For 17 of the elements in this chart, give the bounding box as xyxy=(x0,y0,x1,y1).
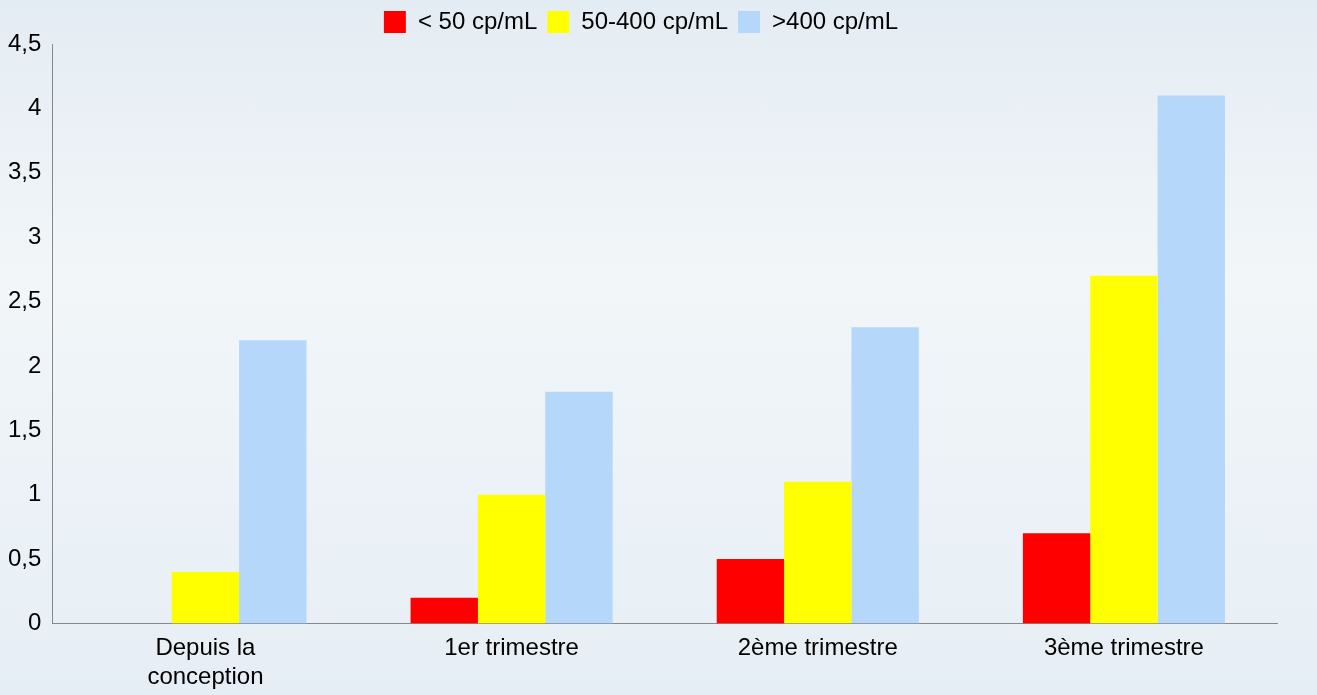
y-tick-label: 2,5 xyxy=(7,286,42,314)
legend-label: >400 cp/mL xyxy=(772,6,899,34)
y-tick-label: 0,5 xyxy=(7,543,42,571)
x-tick-label: 3ème trimestre xyxy=(1043,633,1204,661)
legend-label: 50-400 cp/mL xyxy=(581,6,729,34)
legend-label: < 50 cp/mL xyxy=(417,6,538,34)
x-tick-label: 2ème trimestre xyxy=(737,633,898,661)
y-tick-label: 4,5 xyxy=(7,28,42,56)
y-tick-label: 0 xyxy=(28,608,42,636)
y-tick-label: 4 xyxy=(28,93,42,120)
y-tick-label: 3 xyxy=(28,221,42,249)
y-tick-label: 3,5 xyxy=(7,157,42,185)
x-tick-label: Depuis la conception xyxy=(147,633,264,690)
y-tick-label: 2 xyxy=(28,350,42,378)
y-tick-label: 1 xyxy=(28,479,42,507)
x-tick-label: 1er trimestre xyxy=(444,633,579,661)
y-tick-label: 1,5 xyxy=(7,414,42,442)
